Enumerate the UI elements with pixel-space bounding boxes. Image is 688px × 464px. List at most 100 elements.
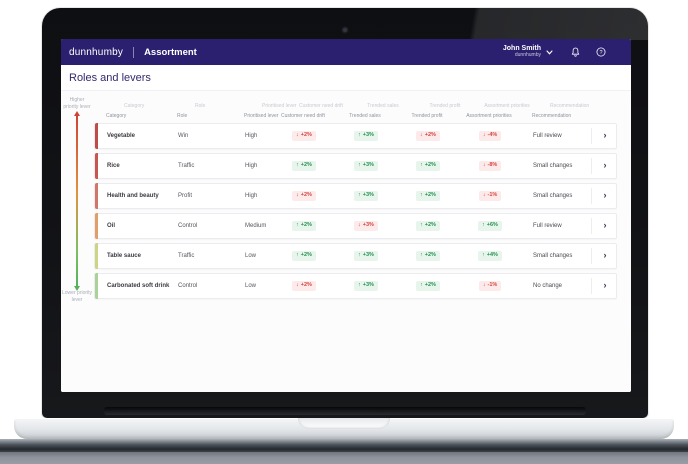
trended-sales-badge: ↓ +3%: [354, 221, 378, 231]
customer-need-drift-badge: ↓ +2%: [292, 131, 316, 141]
column-header: Assortment priorities: [484, 103, 530, 109]
trend-arrow-icon: ↓: [482, 192, 486, 199]
column-header: Assortment priorities: [466, 113, 512, 119]
role-cell: Control: [178, 283, 198, 289]
recommendation-cell: Full review: [533, 223, 562, 229]
trend-arrow-icon: ↑: [420, 282, 423, 289]
prioritised-lever-cell: High: [245, 193, 258, 199]
table-row[interactable]: Vegetable Win High ↓ +2% ↑ +3% ↓ +2% ↓ -4% F…: [94, 123, 617, 149]
row-priority-edge: [95, 123, 98, 149]
recommendation-cell: No change: [533, 283, 563, 289]
recommendation-cell: Small changes: [533, 193, 573, 199]
trended-sales-badge: ↑ +3%: [354, 191, 378, 201]
column-header: Trended profit: [429, 103, 461, 109]
chevron-down-icon[interactable]: [546, 49, 553, 55]
role-cell: Control: [178, 223, 198, 229]
role-cell: Traffic: [178, 163, 195, 169]
recommendation-cell: Full review: [533, 133, 562, 139]
column-header: Customer need drift: [299, 103, 343, 109]
prioritised-lever-cell: High: [245, 133, 258, 139]
bezel-reflection: [398, 8, 648, 40]
svg-text:?: ?: [599, 50, 602, 56]
laptop-bezel: dunnhumby Assortment John Smith dunnhumb…: [42, 8, 648, 418]
table-header: Category Role Prioritised lever Customer ne…: [94, 103, 617, 123]
trend-arrow-icon: ↑: [482, 252, 485, 259]
category-cell: Health and beauty: [107, 193, 159, 199]
user-menu[interactable]: John Smith dunnhumby: [503, 45, 541, 59]
trend-arrow-icon: ↑: [358, 252, 361, 259]
customer-need-drift-badge: ↓ +2%: [292, 281, 316, 291]
user-org: dunnhumby: [514, 52, 541, 59]
trended-profit-badge: ↑ +2%: [416, 221, 440, 231]
row-priority-edge: [95, 273, 98, 299]
category-cell: Oil: [107, 223, 116, 229]
table-row[interactable]: Carbonated soft drink Control Low ↓ +2% ↑…: [94, 273, 617, 299]
table-row[interactable]: Health and beauty Profit High ↓ +2% ↑ +3% …: [94, 183, 617, 209]
role-cell: Win: [178, 133, 189, 139]
table-row[interactable]: Table sauce Traffic Low ↑ +2% ↑ +3% ↑ +2% ↑…: [94, 243, 617, 269]
column-header: Role: [195, 103, 206, 109]
user-name: John Smith: [502, 45, 541, 53]
column-header: Prioritised lever: [262, 103, 297, 109]
row-expand-button[interactable]: ›: [591, 218, 618, 234]
trended-profit-badge: ↓ +2%: [416, 131, 440, 141]
trended-profit-badge: ↑ +2%: [416, 191, 440, 201]
table-row[interactable]: Rice Traffic High ↑ +2% ↑ +3% ↑ +2% ↓ -8% Sm…: [94, 153, 617, 179]
table-row[interactable]: Oil Control Medium ↑ +2% ↓ +3% ↑ +2% ↑ +6% F…: [94, 213, 617, 239]
prioritised-lever-cell: Medium: [245, 223, 267, 229]
trend-arrow-icon: ↑: [358, 192, 361, 199]
recommendation-cell: Small changes: [533, 163, 573, 169]
assortment-priorities-badge: ↓ -1%: [478, 191, 502, 201]
trend-arrow-icon: ↓: [296, 132, 299, 139]
column-header: Role: [177, 113, 188, 119]
trend-arrow-icon: ↑: [358, 162, 361, 169]
prioritised-lever-cell: High: [245, 163, 258, 169]
row-expand-button[interactable]: ›: [591, 158, 618, 174]
assortment-priorities-badge: ↓ -8%: [478, 161, 502, 171]
assortment-priorities-badge: ↑ +6%: [478, 221, 502, 231]
category-cell: Carbonated soft drink: [107, 283, 170, 289]
trend-arrow-icon: ↑: [296, 162, 299, 169]
page-content: Higher priority lever Lower priority lev…: [61, 91, 631, 392]
prioritised-lever-cell: Low: [245, 283, 257, 289]
desk-shadow: [0, 452, 688, 464]
row-expand-button[interactable]: ›: [591, 188, 618, 204]
trend-arrow-icon: ↓: [296, 282, 299, 289]
trend-arrow-icon: ↑: [296, 252, 299, 259]
app-header: dunnhumby Assortment John Smith dunnhumb…: [61, 39, 631, 65]
chevron-right-icon: ›: [603, 159, 607, 170]
column-header: Category: [106, 113, 127, 119]
row-expand-button[interactable]: ›: [591, 128, 618, 144]
bell-icon[interactable]: [571, 47, 580, 57]
row-priority-edge: [95, 243, 98, 269]
laptop-notch: [298, 418, 390, 429]
trended-profit-badge: ↑ +2%: [416, 251, 440, 261]
help-icon[interactable]: ?: [596, 47, 606, 57]
laptop-base: [14, 418, 674, 439]
row-expand-button[interactable]: ›: [591, 248, 618, 264]
customer-need-drift-badge: ↑ +2%: [292, 251, 316, 261]
page-title: Roles and levers: [69, 71, 151, 84]
trend-arrow-icon: ↑: [420, 162, 423, 169]
laptop-front-edge: [0, 439, 688, 452]
recommendation-cell: Small changes: [533, 253, 573, 259]
row-expand-button[interactable]: ›: [591, 278, 618, 294]
table-header-ghost: Category Role Prioritised lever Customer ne…: [112, 103, 631, 109]
column-header: Trended profit: [411, 113, 443, 119]
column-header: Category: [124, 103, 145, 109]
nav-item-assortment[interactable]: Assortment: [144, 46, 197, 58]
trend-arrow-icon: ↓: [482, 162, 486, 169]
trend-arrow-icon: ↑: [482, 222, 485, 229]
chevron-right-icon: ›: [603, 189, 607, 200]
row-priority-edge: [95, 153, 98, 179]
chevron-right-icon: ›: [603, 219, 607, 230]
trended-profit-badge: ↑ +2%: [416, 281, 440, 291]
category-cell: Rice: [107, 163, 120, 169]
brand-logo: dunnhumby: [69, 46, 124, 58]
category-cell: Table sauce: [107, 253, 141, 259]
trend-arrow-icon: ↑: [420, 222, 423, 229]
trended-sales-badge: ↑ +3%: [354, 251, 378, 261]
trended-sales-badge: ↑ +3%: [354, 161, 378, 171]
trend-arrow-icon: ↑: [296, 222, 299, 229]
